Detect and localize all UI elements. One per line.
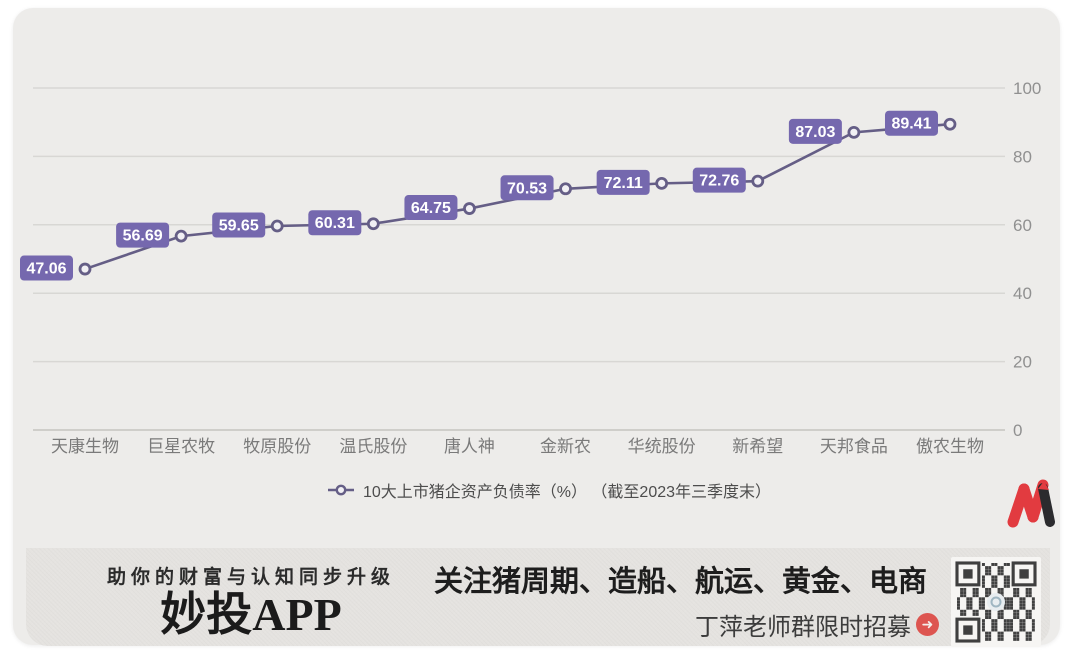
- data-value-label-box: [116, 222, 170, 248]
- data-point[interactable]: [270, 219, 284, 233]
- banner-left-block: 助你的财富与认知同步升级 妙投APP: [86, 562, 416, 639]
- x-axis-label: 华统股份: [628, 437, 696, 456]
- miaotou-m-logo-icon: [1007, 479, 1055, 528]
- x-axis-label: 新希望: [732, 437, 783, 456]
- data-value-label: 60.31: [315, 215, 355, 232]
- data-value-label-box: [212, 212, 266, 238]
- data-point[interactable]: [751, 174, 765, 188]
- x-axis-label: 傲农生物: [916, 437, 984, 456]
- banner-app-name: 妙投APP: [160, 589, 342, 640]
- y-tick-label: 80: [1013, 147, 1032, 166]
- data-point[interactable]: [559, 182, 572, 196]
- data-point[interactable]: [463, 202, 476, 215]
- arrow-circle-icon: ➜: [916, 613, 939, 636]
- chart-legend[interactable]: 10大上市猪企资产负债率（%） （截至2023年三季度末）: [26, 478, 1072, 502]
- data-value-label-box: [404, 195, 458, 221]
- data-value-label-box: [788, 118, 842, 144]
- banner-right-block: 关注猪周期、造船、航运、黄金、电商 丁萍老师群限时招募 ➜: [434, 558, 939, 642]
- banner-recruit-text: 丁萍老师群限时招募: [695, 614, 911, 641]
- y-tick-label: 0: [1013, 421, 1022, 440]
- x-axis-label: 唐人神: [444, 436, 495, 456]
- data-value-label: 64.75: [411, 200, 451, 217]
- data-value-label: 87.03: [795, 124, 835, 141]
- data-point[interactable]: [943, 117, 957, 131]
- data-point[interactable]: [174, 229, 188, 243]
- data-value-label: 72.76: [699, 173, 739, 190]
- data-value-label: 89.41: [891, 116, 931, 133]
- x-axis-label: 天邦食品: [820, 437, 888, 456]
- y-tick-label: 60: [1013, 216, 1032, 235]
- data-value-label: 59.65: [219, 217, 259, 234]
- data-value-label-box: [308, 210, 362, 236]
- data-point[interactable]: [847, 125, 861, 139]
- banner-tagline: 助你的财富与认知同步升级: [106, 567, 395, 588]
- data-point[interactable]: [655, 176, 669, 190]
- data-value-label: 47.06: [26, 261, 66, 278]
- x-axis-label: 天康生物: [51, 437, 119, 456]
- x-axis-label: 温氏股份: [339, 437, 407, 456]
- data-value-label: 56.69: [123, 228, 163, 245]
- y-tick-label: 40: [1013, 284, 1032, 303]
- banner-headline: 关注猪周期、造船、航运、黄金、电商: [434, 566, 928, 598]
- data-value-label: 70.53: [507, 180, 547, 197]
- x-axis-label: 巨星农牧: [147, 437, 215, 456]
- debt-ratio-line-chart: 0 20 40 60 80 100 47.06 天康生物 56.69 巨星农牧 59.65 牧原股份 6…: [20, 79, 1041, 456]
- data-value-label: 72.11: [604, 175, 643, 192]
- y-tick-label: 100: [1013, 79, 1041, 98]
- data-point[interactable]: [78, 262, 92, 276]
- legend-marker-icon: [327, 484, 354, 496]
- data-value-label-box: [500, 175, 554, 201]
- chart-card: 0 20 40 60 80 100 47.06 天康生物 56.69 巨星农牧 59.65 牧原股份 6…: [13, 8, 1060, 647]
- legend-label: 10大上市猪企资产负债率（%） （截至2023年三季度末）: [362, 484, 772, 501]
- data-value-label-box: [596, 169, 650, 195]
- x-axis-label: 金新农: [540, 437, 591, 456]
- qr-code: [951, 557, 1041, 647]
- banner-recruit-line: 丁萍老师群限时招募 ➜: [434, 607, 939, 642]
- data-value-label-box: [20, 255, 73, 281]
- data-value-label-box: [884, 110, 938, 136]
- x-axis-label: 牧原股份: [243, 437, 311, 456]
- data-point[interactable]: [366, 217, 380, 231]
- promo-banner: 助你的财富与认知同步升级 妙投APP 关注猪周期、造船、航运、黄金、电商 丁萍老…: [26, 548, 1050, 646]
- data-value-label-box: [692, 167, 746, 193]
- y-tick-label: 20: [1013, 353, 1032, 372]
